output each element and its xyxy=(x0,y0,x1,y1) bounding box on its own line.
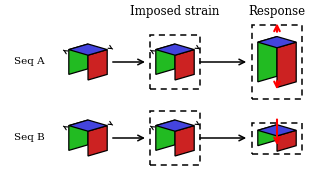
Polygon shape xyxy=(258,36,277,82)
Polygon shape xyxy=(69,44,88,74)
Text: Seq A: Seq A xyxy=(14,57,45,67)
Text: Response: Response xyxy=(248,5,306,18)
Polygon shape xyxy=(156,44,175,74)
Polygon shape xyxy=(258,125,296,136)
Polygon shape xyxy=(277,42,296,88)
Bar xyxy=(150,35,200,89)
Polygon shape xyxy=(277,130,296,151)
Polygon shape xyxy=(156,120,175,150)
Polygon shape xyxy=(69,44,107,55)
Polygon shape xyxy=(88,50,107,80)
Polygon shape xyxy=(175,126,194,156)
Bar xyxy=(150,111,200,165)
Text: Imposed strain: Imposed strain xyxy=(130,5,220,18)
Bar xyxy=(252,122,302,153)
Polygon shape xyxy=(69,120,107,131)
Polygon shape xyxy=(175,50,194,80)
Bar xyxy=(252,25,302,99)
Text: Seq B: Seq B xyxy=(14,133,45,143)
Polygon shape xyxy=(258,125,277,146)
Polygon shape xyxy=(156,120,194,131)
Polygon shape xyxy=(258,36,296,48)
Polygon shape xyxy=(156,44,194,55)
Polygon shape xyxy=(88,126,107,156)
Polygon shape xyxy=(69,120,88,150)
